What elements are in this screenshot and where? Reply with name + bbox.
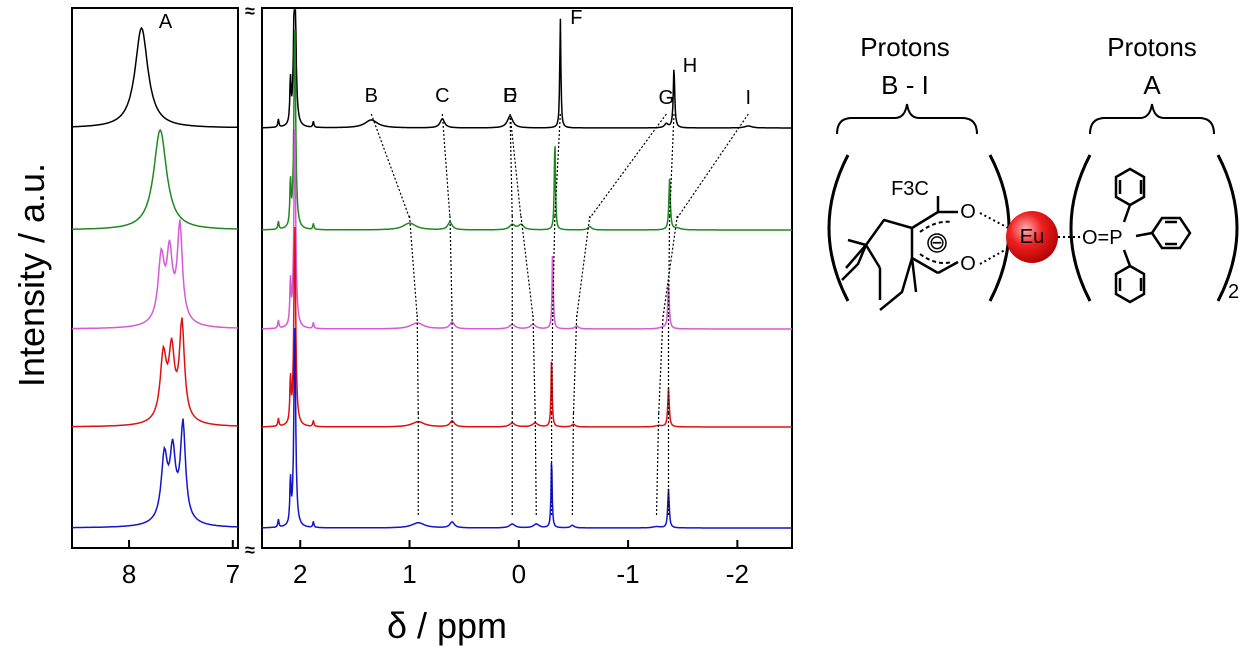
x-tick-label: 0: [512, 559, 526, 589]
connector-I-4: [655, 412, 660, 517]
peak-label-H: H: [683, 55, 697, 77]
x-tick-label: -1: [617, 559, 640, 589]
peak-label-I: I: [746, 87, 752, 109]
spectrum-1-aliphatic: [262, 9, 792, 129]
paren-right-open: [1069, 154, 1092, 302]
connector-I-1: [676, 113, 749, 219]
brace-protons-a: [1089, 103, 1215, 135]
spectrum-3-aromatic: [72, 219, 238, 330]
connector-D-4: [534, 412, 537, 517]
connector-G-3: [572, 314, 578, 416]
connector-C-2: [449, 215, 453, 318]
x-tick-label: 7: [226, 559, 240, 589]
connector-B-2: [408, 215, 418, 318]
negative-charge-circle: [927, 233, 947, 253]
axis-break-bottom-marker: ≈: [245, 540, 255, 560]
spectrum-4-aromatic: [72, 317, 238, 428]
connector-I-3: [658, 314, 664, 416]
x-axis-ticks: 8 7 2 1 0 -1 -2: [122, 540, 749, 589]
connector-F-2: [552, 215, 556, 318]
connector-H-2: [667, 215, 671, 318]
x-tick-label: -2: [726, 559, 749, 589]
protons-a-title-line1: Protons: [1107, 32, 1197, 62]
coordination-bonds-ligand: [979, 212, 1013, 265]
cf3-label: F3C: [891, 178, 929, 200]
connector-D-3: [532, 314, 536, 416]
peak-label-B: B: [365, 85, 378, 107]
delocalized-bond: [919, 220, 953, 264]
spectrum-1-aromatic: [71, 26, 239, 129]
spectrum-5-aromatic: [72, 418, 238, 529]
connector-I-2: [662, 215, 678, 318]
connector-F-1: [554, 113, 561, 219]
peak-label-F: F: [570, 7, 582, 29]
protons-bi-title-line1: Protons: [860, 32, 950, 62]
spectrum-2-aromatic: [72, 128, 238, 230]
paren-right-close: [1216, 154, 1239, 302]
spectrum-3-aliphatic: [262, 128, 792, 330]
brace-protons-bi: [836, 103, 978, 135]
peak-label-E: E: [503, 85, 516, 107]
paren-left-open: [827, 154, 850, 302]
phosphine-oxide-label: O=P: [1082, 227, 1123, 249]
axis-break-bottom-cover: [239, 540, 261, 554]
phenyl-rings: [1114, 167, 1192, 304]
connector-G-1: [589, 113, 667, 219]
ligand-skeleton: [841, 196, 959, 311]
oxygen-bottom-label: O: [960, 253, 976, 275]
negative-charge-label: ⊖: [929, 232, 946, 254]
x-tick-label: 8: [122, 559, 136, 589]
spectrum-2-aliphatic: [262, 29, 792, 231]
chemical-structure: Protons B - I Protons A ⊖ F3C O: [827, 32, 1239, 311]
x-axis-title: δ / ppm: [387, 605, 507, 646]
connector-B-3: [416, 314, 419, 416]
protons-a-title-line2: A: [1143, 70, 1161, 100]
spectrum-5-aliphatic: [262, 327, 792, 529]
peak-labels: A B C DE F GH I: [159, 7, 751, 109]
connector-D-2: [520, 215, 534, 318]
subscript-2: 2: [1228, 281, 1239, 303]
peak-label-C: C: [435, 85, 449, 107]
connector-B-1: [370, 113, 411, 219]
x-tick-label: 2: [293, 559, 307, 589]
connector-H-1: [669, 113, 675, 219]
peak-label-D: D: [503, 85, 517, 107]
connector-D-1: [509, 113, 522, 219]
connector-C-1: [441, 113, 451, 219]
connector-G-2: [576, 215, 591, 318]
peak-label-G: G: [659, 87, 675, 109]
protons-bi-title-line2: B - I: [881, 70, 929, 100]
peak-connector-lines: [370, 113, 749, 517]
left-panel-frame: [71, 7, 239, 549]
europium-label: Eu: [1020, 226, 1044, 248]
connector-F-3: [550, 314, 554, 416]
axis-break-top-cover: [239, 2, 261, 16]
peak-label-A: A: [159, 11, 173, 33]
x-tick-label: 1: [402, 559, 416, 589]
right-panel-frame: [261, 7, 793, 549]
oxygen-top-label: O: [960, 201, 976, 223]
connector-E-1: [509, 113, 513, 219]
spectra-group: [71, 9, 792, 529]
y-axis-title: Intensity / a.u.: [11, 163, 52, 387]
europium-atom: [1006, 211, 1058, 263]
connector-G-4: [571, 412, 575, 517]
spectrum-4-aliphatic: [262, 226, 792, 428]
axis-break-top-marker: ≈: [245, 1, 255, 21]
